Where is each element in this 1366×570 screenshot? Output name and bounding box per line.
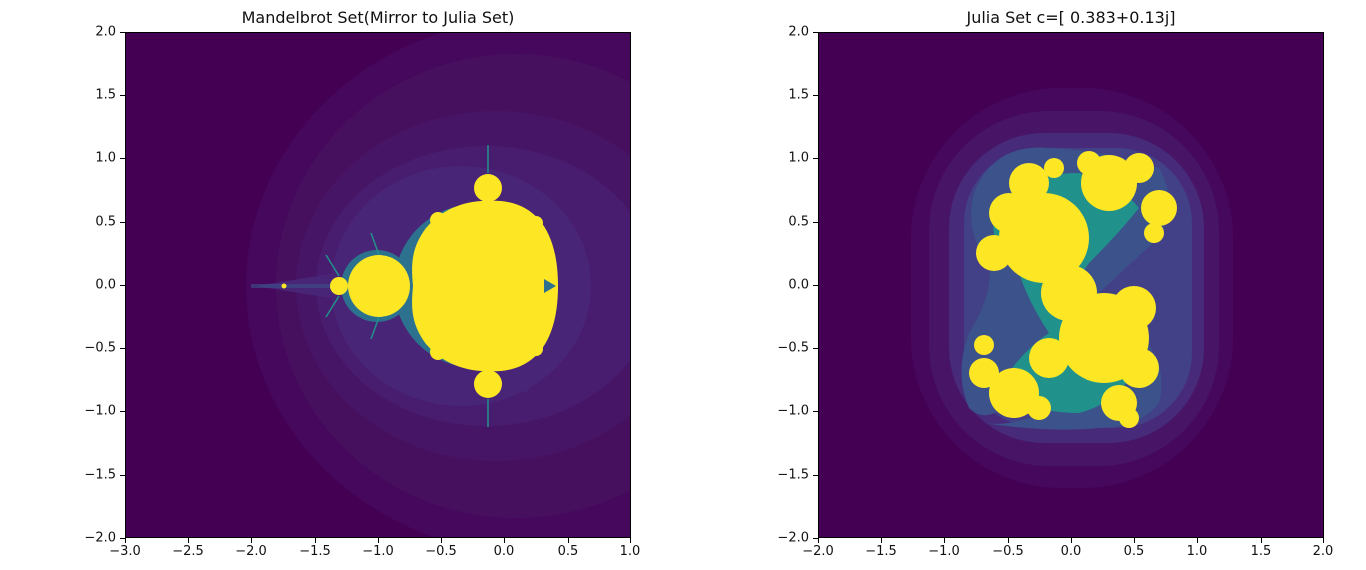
- y-tick-mark: [120, 411, 125, 412]
- y-tick-mark: [813, 475, 818, 476]
- y-tick-label: 1.5: [788, 87, 809, 103]
- y-tick-mark: [120, 285, 125, 286]
- y-tick-mark: [813, 95, 818, 96]
- x-tick-mark: [441, 538, 442, 543]
- x-tick-mark: [1197, 538, 1198, 543]
- x-tick-label: 1.5: [1250, 544, 1272, 559]
- x-tick-label: 0.0: [493, 544, 515, 559]
- y-tick-label: 0.5: [788, 214, 809, 230]
- y-tick-label: −1.0: [84, 403, 116, 419]
- mandelbrot-axes[interactable]: [125, 32, 631, 538]
- julia-image: [911, 88, 1233, 488]
- x-tick-mark: [568, 538, 569, 543]
- x-tick-label: 0.5: [557, 544, 579, 559]
- x-tick-mark: [630, 538, 631, 543]
- y-tick-mark: [813, 285, 818, 286]
- y-tick-mark: [813, 32, 818, 33]
- x-tick-mark: [125, 538, 126, 543]
- x-tick-mark: [1323, 538, 1324, 543]
- x-tick-label: −2.0: [802, 544, 834, 559]
- x-tick-mark: [944, 538, 945, 543]
- y-tick-label: 1.0: [95, 150, 116, 166]
- y-tick-label: 2.0: [95, 24, 116, 40]
- x-tick-mark: [1071, 538, 1072, 543]
- x-tick-mark: [188, 538, 189, 543]
- x-tick-mark: [881, 538, 882, 543]
- y-tick-label: −2.0: [777, 530, 809, 546]
- y-tick-mark: [120, 475, 125, 476]
- x-tick-mark: [1008, 538, 1009, 543]
- y-tick-label: 0.0: [95, 277, 116, 293]
- x-tick-label: 1.0: [1186, 544, 1208, 559]
- x-tick-mark: [1134, 538, 1135, 543]
- x-tick-label: 0.0: [1060, 544, 1082, 559]
- x-tick-label: −1.5: [865, 544, 897, 559]
- y-tick-mark: [813, 158, 818, 159]
- y-tick-mark: [813, 411, 818, 412]
- y-tick-mark: [813, 348, 818, 349]
- y-tick-mark: [120, 95, 125, 96]
- y-tick-label: 1.5: [95, 87, 116, 103]
- x-tick-label: 1.0: [619, 544, 641, 559]
- y-tick-label: 0.0: [788, 277, 809, 293]
- y-tick-label: −1.5: [84, 467, 116, 483]
- y-tick-label: 1.0: [788, 150, 809, 166]
- x-tick-mark: [818, 538, 819, 543]
- y-tick-label: −2.0: [84, 530, 116, 546]
- x-tick-label: −3.0: [109, 544, 141, 559]
- y-tick-mark: [120, 538, 125, 539]
- x-tick-mark: [315, 538, 316, 543]
- y-tick-mark: [120, 32, 125, 33]
- julia-title: Julia Set c=[ 0.383+0.13j]: [966, 8, 1176, 27]
- y-tick-label: −0.5: [84, 340, 116, 356]
- x-tick-label: −0.5: [992, 544, 1024, 559]
- mandelbrot-image: [246, 33, 630, 537]
- y-tick-mark: [120, 158, 125, 159]
- x-tick-label: −1.0: [928, 544, 960, 559]
- x-tick-mark: [1261, 538, 1262, 543]
- mandelbrot-title: Mandelbrot Set(Mirror to Julia Set): [241, 8, 515, 27]
- x-tick-mark: [504, 538, 505, 543]
- x-tick-label: −0.5: [425, 544, 457, 559]
- y-tick-mark: [120, 348, 125, 349]
- x-tick-label: 2.0: [1312, 544, 1334, 559]
- y-tick-mark: [813, 538, 818, 539]
- y-tick-mark: [120, 222, 125, 223]
- x-tick-label: −2.5: [172, 544, 204, 559]
- y-tick-label: 0.5: [95, 214, 116, 230]
- y-tick-label: −1.0: [777, 403, 809, 419]
- julia-axes[interactable]: [818, 32, 1324, 538]
- x-tick-mark: [251, 538, 252, 543]
- y-tick-label: 2.0: [788, 24, 809, 40]
- x-tick-label: −2.0: [235, 544, 267, 559]
- x-tick-label: −1.0: [362, 544, 394, 559]
- x-tick-mark: [378, 538, 379, 543]
- y-tick-mark: [813, 222, 818, 223]
- x-tick-label: −1.5: [299, 544, 331, 559]
- x-tick-label: 0.5: [1123, 544, 1145, 559]
- y-tick-label: −0.5: [777, 340, 809, 356]
- y-tick-label: −1.5: [777, 467, 809, 483]
